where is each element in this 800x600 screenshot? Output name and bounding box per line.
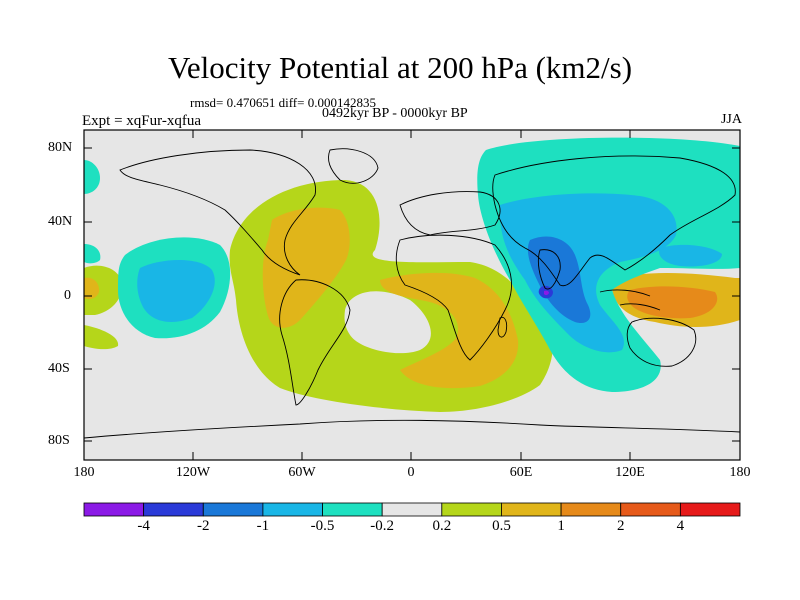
field-negative-north-pacific [84, 160, 100, 194]
colorbar-swatch [83, 502, 145, 517]
lat-tick-0: 0 [64, 288, 71, 303]
colorbar [83, 502, 741, 517]
lon-tick-60e: 60E [509, 465, 533, 480]
colorbar-swatch [679, 502, 741, 517]
coast-asia [492, 155, 736, 287]
lon-tick-120w: 120W [175, 465, 211, 480]
map-frame [83, 129, 741, 461]
lat-tick-80n: 80N [48, 140, 73, 155]
coast-india [537, 249, 561, 290]
field-negative-west-edge [84, 244, 101, 264]
field-negative-mid-pacific [137, 260, 215, 322]
coast-north-america [119, 149, 316, 276]
map-field [84, 130, 740, 460]
field-positive-mid-america [262, 207, 350, 328]
colorbar-swatch [322, 502, 383, 517]
colorbar-label: -4 [137, 518, 150, 534]
coast-maritime-continent [599, 289, 661, 311]
lon-tick-0: 0 [407, 465, 415, 480]
colorbar-swatch [441, 502, 502, 517]
colorbar-swatch [501, 502, 562, 517]
colorbar-label: -0.5 [310, 518, 335, 534]
colorbar-label: 4 [676, 518, 685, 534]
lat-tick-80s: 80S [48, 433, 70, 448]
colorbar-label: -2 [197, 518, 210, 534]
lon-tick-60w: 60W [288, 465, 316, 480]
lon-tick-180e: 180 [729, 465, 751, 480]
field-positive-strong-west-pacific [627, 286, 718, 319]
field-positive-far-pacific [84, 325, 119, 350]
lon-tick-180w: 180 [73, 465, 95, 480]
field-positive-west-pacific [84, 265, 123, 315]
field-positive-mid-africa [380, 272, 519, 389]
colorbar-label: -1 [256, 518, 270, 534]
field-negative-mid-asia [499, 193, 677, 353]
lon-tick-120e: 120E [615, 465, 645, 480]
lat-tick-40n: 40N [48, 214, 73, 229]
coast-greenland [328, 148, 379, 184]
field-negative-mid-northwest-pacific [659, 244, 722, 267]
colorbar-swatch [262, 502, 323, 517]
map-ticks [84, 130, 740, 460]
coast-africa [395, 234, 512, 361]
colorbar-label: 1 [557, 518, 565, 534]
field-negative-extreme [544, 290, 549, 296]
lat-tick-40s: 40S [48, 361, 70, 376]
stats-label: rmsd= 0.470651 diff= 0.000142835 [190, 95, 376, 110]
map-title: Velocity Potential at 200 hPa (km2/s) [167, 50, 633, 85]
coast-madagascar [497, 316, 508, 338]
coast-europe [399, 191, 501, 236]
colorbar-label: -0.2 [370, 518, 395, 534]
coast-south-america [279, 279, 351, 406]
experiment-label: Expt = xqFur-xqfua [82, 113, 201, 129]
colorbar-swatch [202, 502, 264, 517]
field-negative-strong-indian-ocean [527, 236, 591, 324]
colorbar-label: 2 [616, 518, 625, 534]
coast-antarctica [84, 419, 740, 439]
period-label: 0492kyr BP - 0000kyr BP [322, 106, 468, 121]
colorbar-swatch [620, 502, 681, 517]
colorbar-label: 0.5 [492, 518, 511, 534]
colorbar-swatch [381, 502, 443, 517]
field-positive-mid-pacific-edge [84, 277, 100, 300]
colorbar-swatch [560, 502, 622, 517]
coast-australia [626, 317, 697, 367]
colorbar-swatch [143, 502, 204, 517]
season-label: JJA [720, 112, 742, 127]
colorbar-label: 0.2 [432, 518, 452, 534]
coastlines [84, 148, 740, 439]
